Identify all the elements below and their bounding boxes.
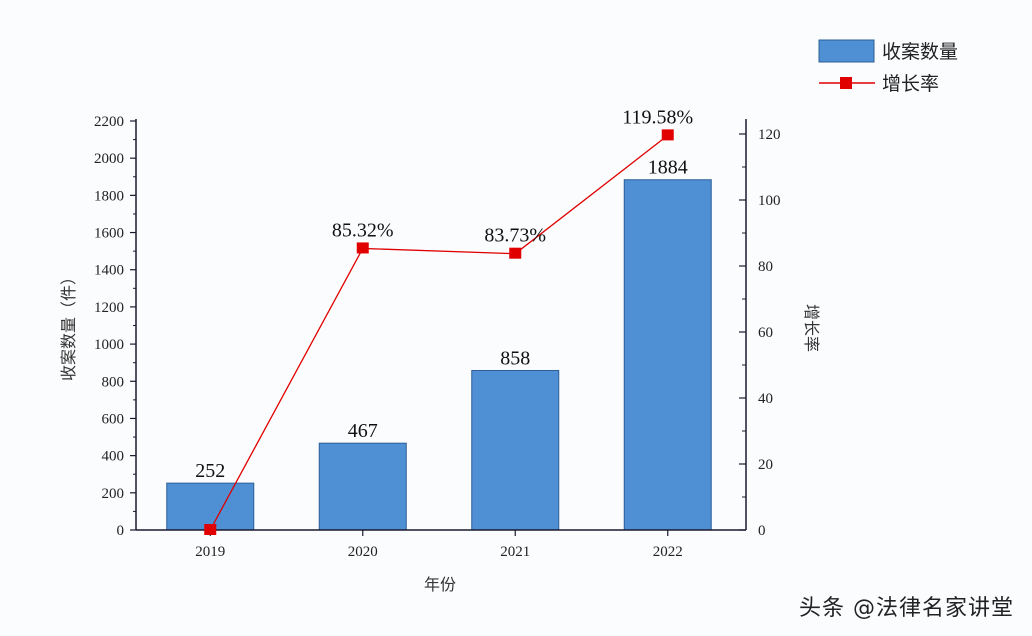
growth-rate-label: 119.58%	[622, 106, 693, 128]
legend-line-label: 增长率	[882, 73, 939, 95]
x-tick-label: 2021	[500, 544, 530, 560]
x-tick-label: 2020	[348, 544, 378, 560]
y2-axis-title: 增长率	[802, 304, 821, 352]
y-tick-label: 800	[102, 374, 125, 390]
growth-rate-marker	[509, 247, 522, 259]
y-tick-label: 1000	[94, 337, 124, 353]
y2-tick-label: 40	[758, 391, 773, 407]
y-tick-label: 2000	[94, 151, 124, 167]
growth-rate-marker	[204, 524, 217, 535]
growth-rate-marker	[661, 129, 674, 141]
bar-2021	[471, 369, 560, 531]
growth-rate-line	[209, 134, 669, 531]
y-tick-label: 600	[102, 411, 125, 427]
bar-value-label: 858	[500, 347, 530, 369]
plot-area: 2524678581884020040060080010001200140016…	[94, 106, 781, 560]
legend-bar-swatch	[818, 39, 875, 63]
x-tick-label: 2019	[195, 544, 225, 560]
y-tick-label: 1200	[94, 300, 124, 316]
y-tick-label: 1600	[94, 226, 124, 242]
bar-value-label: 252	[195, 460, 225, 482]
watermark: 头条 @法律名家讲堂	[799, 596, 1014, 621]
y-tick-label: 200	[102, 486, 125, 502]
y-tick-label: 2200	[94, 114, 124, 130]
legend-bar-label: 收案数量	[882, 41, 958, 63]
bar-value-label: 467	[348, 420, 378, 442]
growth-rate-label: 85.32%	[332, 219, 394, 241]
x-tick-label: 2022	[653, 544, 683, 560]
y-tick-label: 0	[117, 523, 125, 539]
y-axis-title: 收案数量（件）	[59, 269, 78, 381]
y2-tick-label: 100	[758, 193, 781, 209]
legend: 收案数量 增长率	[818, 39, 958, 95]
bar-value-label: 1884	[648, 157, 688, 179]
y2-tick-label: 80	[758, 259, 773, 275]
y2-tick-label: 120	[758, 127, 781, 143]
legend-line-marker-icon	[840, 77, 852, 89]
bar-2020	[318, 442, 407, 531]
y-tick-label: 400	[102, 449, 125, 465]
y2-tick-label: 60	[758, 325, 773, 341]
y-tick-label: 1400	[94, 263, 124, 279]
growth-rate-marker	[356, 242, 369, 254]
growth-rate-label: 83.73%	[484, 225, 546, 247]
bar-2019	[166, 482, 255, 531]
x-axis-title: 年份	[424, 575, 456, 594]
y-tick-label: 1800	[94, 188, 124, 204]
y2-tick-label: 0	[758, 523, 766, 539]
bar-2022	[623, 179, 712, 531]
y2-tick-label: 20	[758, 457, 773, 473]
